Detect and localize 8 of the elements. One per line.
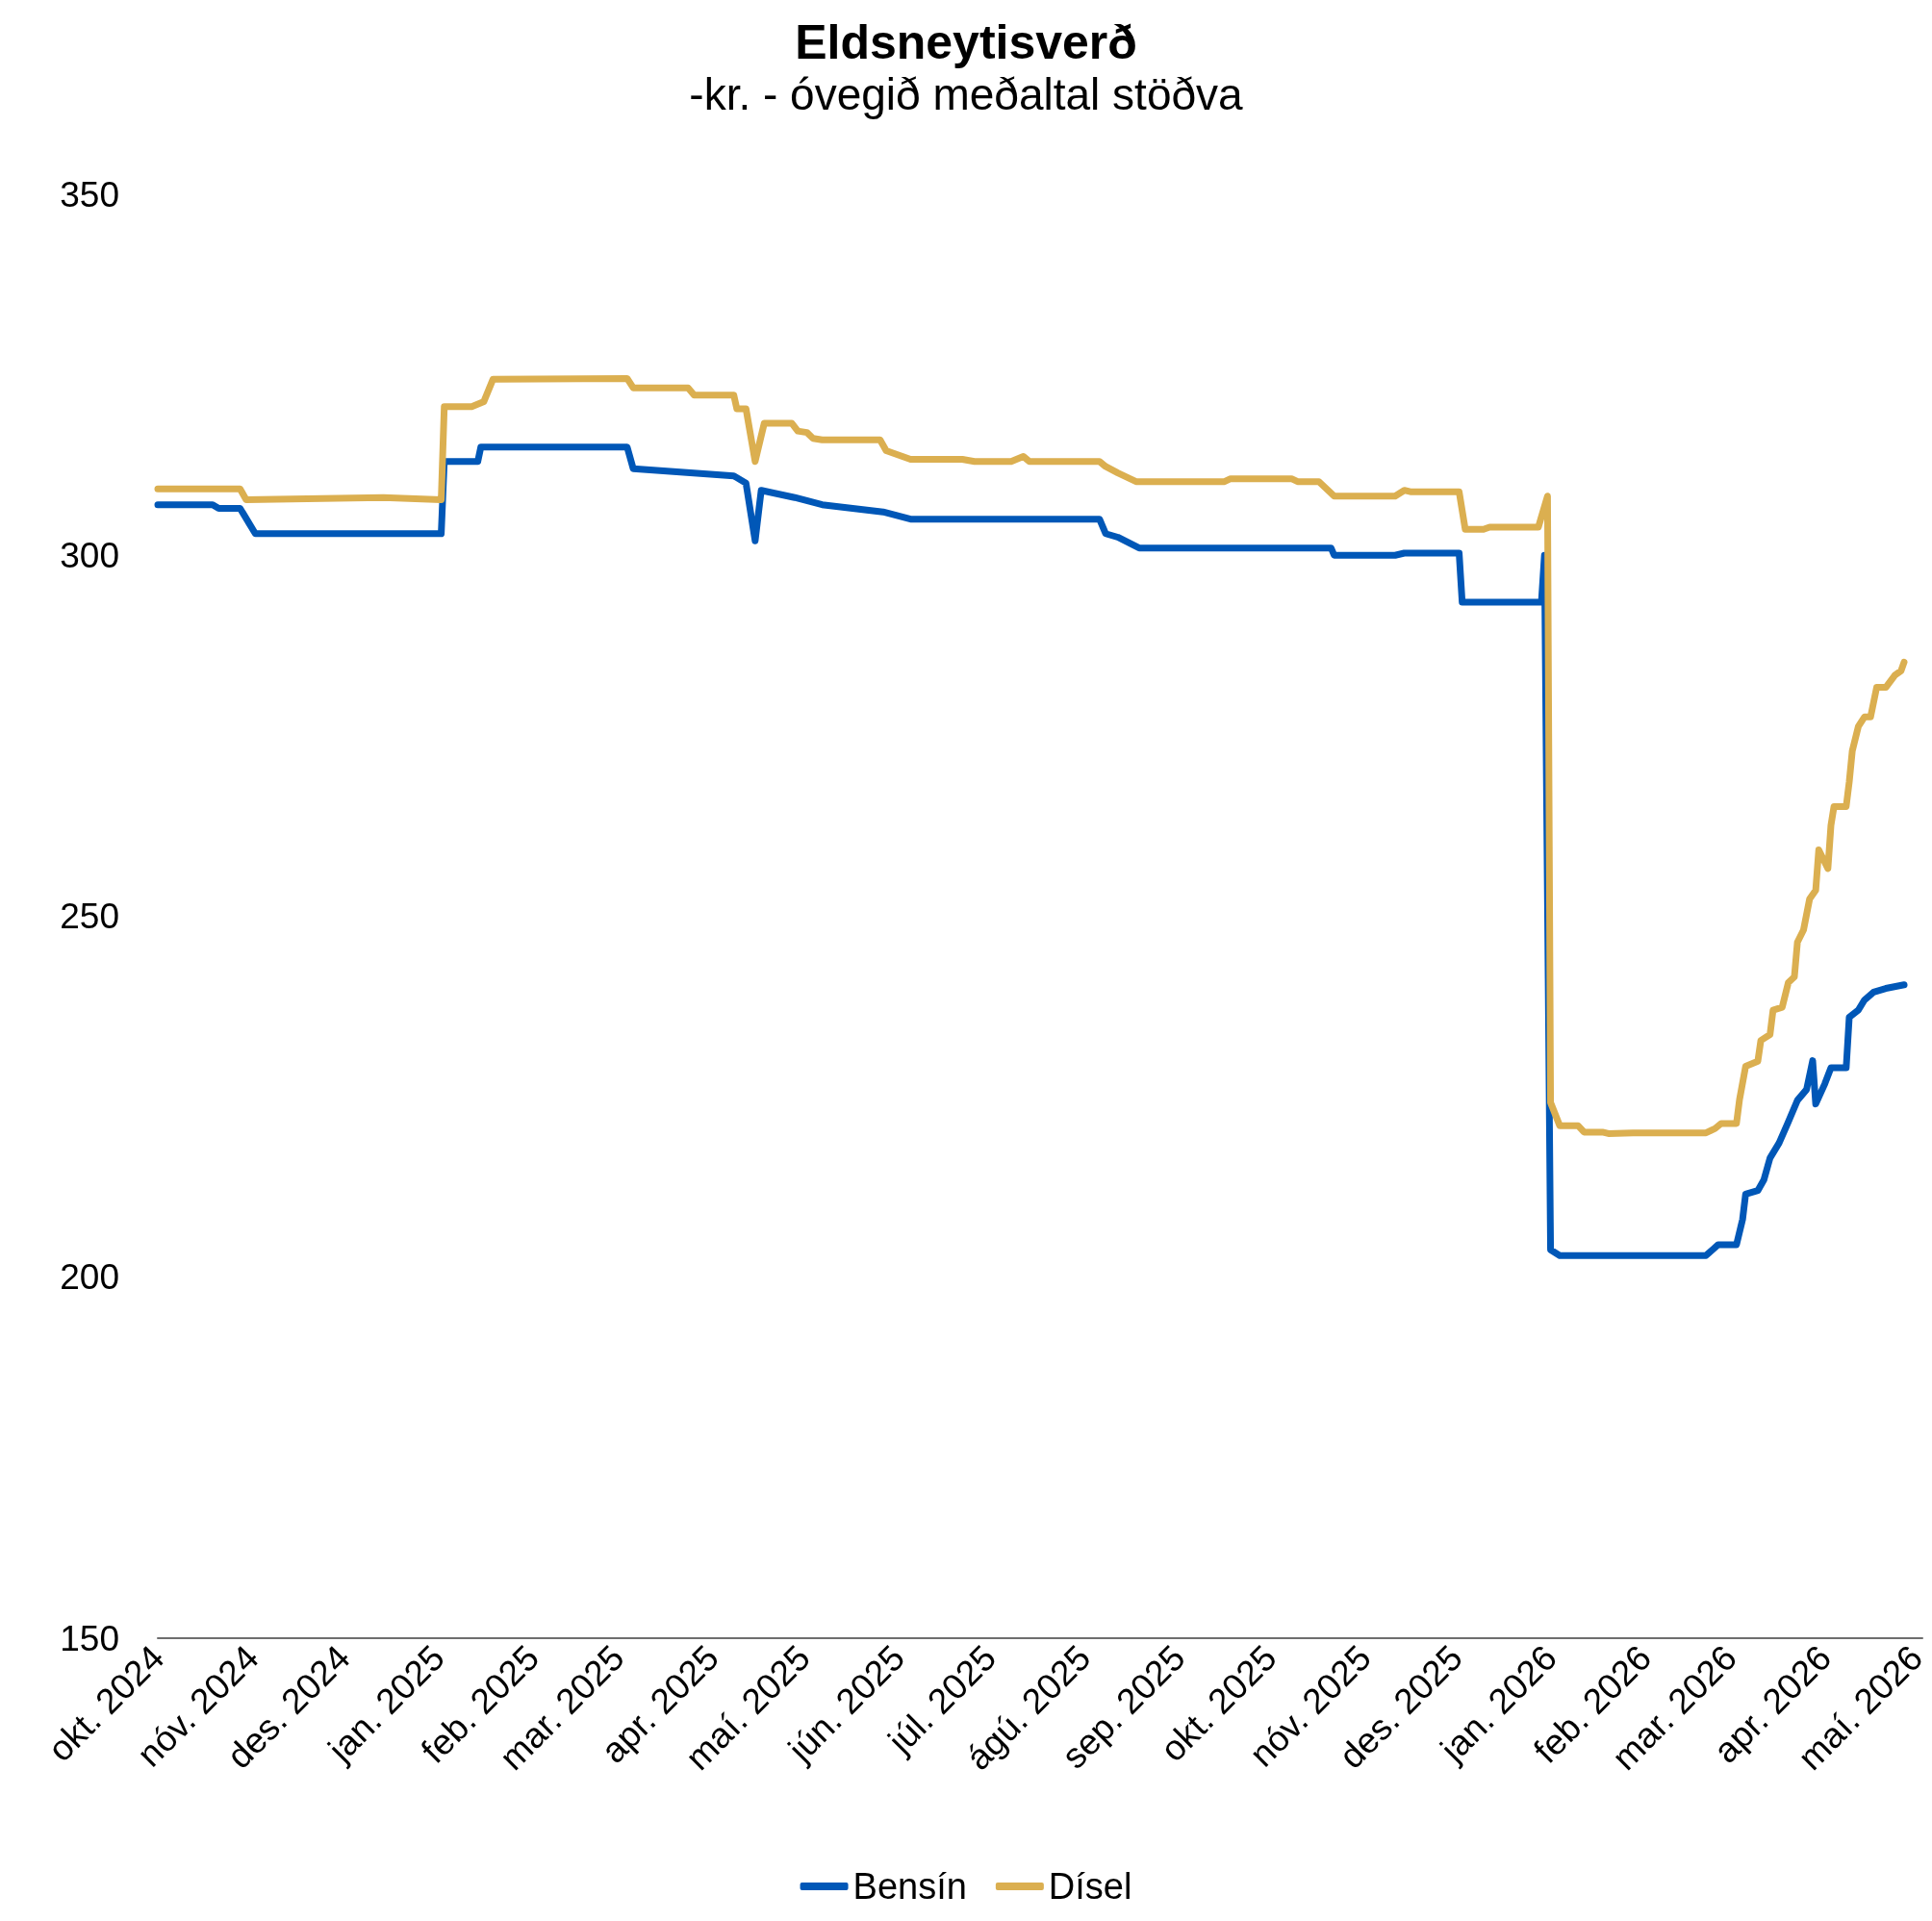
y-tick-label: 200 [60,1257,119,1298]
y-tick-label: 300 [60,535,119,575]
y-tick-label: 350 [60,174,119,215]
legend-label: Bensín [852,1866,967,1907]
chart-title: Eldsneytisverð [795,15,1137,69]
y-tick-label: 250 [60,897,119,936]
legend-label: Dísel [1048,1866,1132,1907]
chart-subtitle: -kr. - óvegið meðaltal stöðva [689,69,1244,119]
